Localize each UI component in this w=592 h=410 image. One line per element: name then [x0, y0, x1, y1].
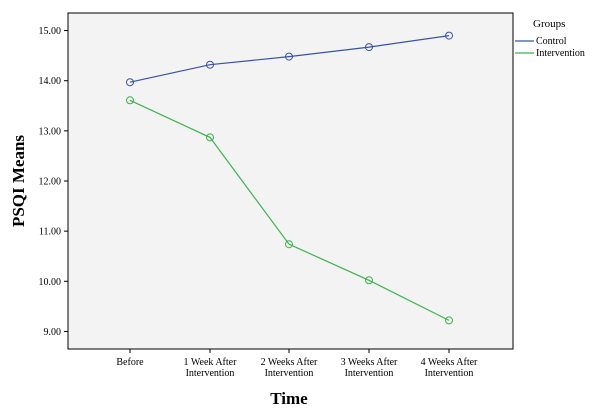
data-point — [206, 60, 214, 69]
y-tick-label: 12.00 — [39, 177, 62, 188]
x-tick-label: Intervention — [186, 368, 235, 379]
data-point — [365, 43, 373, 52]
data-point — [285, 52, 293, 61]
x-tick-label: Intervention — [345, 368, 394, 379]
x-tick-label: 1 Week After — [184, 357, 238, 368]
y-tick-label: 14.00 — [39, 76, 62, 87]
legend-entry-control: Control — [536, 36, 567, 47]
y-tick-label: 10.00 — [39, 277, 62, 288]
data-point — [126, 96, 134, 105]
data-point — [445, 316, 453, 325]
series-line — [129, 99, 450, 321]
series-layer — [126, 31, 453, 325]
data-point — [126, 78, 134, 87]
y-tick-label: 13.00 — [39, 126, 62, 137]
x-tick-label: 3 Weeks After — [341, 357, 398, 368]
series-control — [126, 31, 453, 87]
x-tick-label: Before — [116, 357, 144, 368]
legend-title: Groups — [533, 18, 565, 30]
x-tick-label: 4 Weeks After — [421, 357, 478, 368]
x-tick-label: Intervention — [425, 368, 474, 379]
data-point — [206, 133, 214, 142]
data-point — [445, 31, 453, 40]
x-tick-label: Intervention — [265, 368, 314, 379]
y-axis-ticks: 9.00 10.00 11.00 12.00 13.00 14.00 15.00 — [39, 26, 68, 338]
data-point — [365, 276, 373, 285]
plot-area — [67, 12, 514, 350]
data-point — [285, 240, 293, 249]
legend-entry-intervention: Intervention — [536, 48, 585, 59]
x-axis-title: Time — [270, 389, 308, 405]
y-tick-label: 11.00 — [39, 227, 61, 238]
y-axis-title: PSQI Means — [9, 135, 28, 227]
y-tick-label: 9.00 — [44, 327, 62, 338]
x-tick-label: 2 Weeks After — [261, 357, 318, 368]
y-tick-label: 15.00 — [39, 26, 62, 37]
series-intervention — [126, 96, 453, 325]
series-line — [129, 35, 450, 83]
